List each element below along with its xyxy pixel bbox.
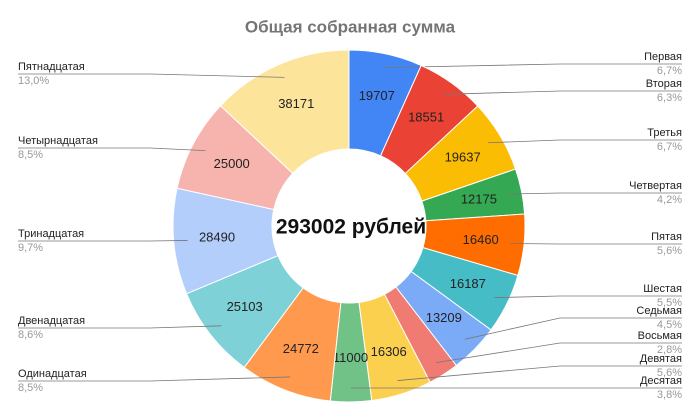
percent-label: 4,5% [657,319,682,331]
leader-line [494,295,682,299]
value-label: 25103 [227,299,263,314]
legend-label: Вторая [646,78,682,90]
percent-label: 5,5% [657,297,682,309]
percent-label: 8,5% [18,149,43,161]
leader-line [18,325,222,329]
percent-label: 13,0% [18,75,49,87]
legend-label: Четырнадцатая [18,135,98,147]
value-label: 18551 [408,110,444,125]
leader-line [18,240,188,242]
leader-line [507,192,682,195]
legend-label: Десятая [640,375,682,387]
legend-label: Четвертая [629,180,682,192]
leader-line [382,63,682,69]
value-label: 16306 [371,344,407,359]
legend-label: Двенадцатая [18,315,85,327]
legend-label: Восьмая [638,330,682,342]
leader-line [18,73,285,78]
leader-line [397,365,682,381]
value-label: 19637 [445,149,481,164]
value-label: 24772 [283,341,319,356]
value-label: 28490 [199,229,235,244]
chart-title: Общая собранная сумма [245,17,456,36]
leader-line [487,139,682,144]
value-label: 11000 [333,350,368,365]
leader-line [18,147,206,151]
percent-label: 3,8% [657,389,682,401]
value-label: 13209 [426,310,462,325]
percent-label: 5,6% [657,245,682,257]
percent-label: 6,3% [657,92,682,104]
leader-line [464,317,682,340]
legend-label: Пятая [651,231,682,243]
center-label: 293002 рублей [276,216,426,239]
legend-label: Седьмая [636,305,682,317]
legend-label: Тринадцатая [18,228,84,240]
percent-label: 4,2% [657,194,682,206]
leader-line [18,376,291,382]
value-label: 16460 [463,232,499,247]
value-label: 38171 [278,96,314,111]
percent-label: 2,8% [657,344,682,356]
percent-label: 6,7% [657,65,682,77]
leader-line [435,342,682,364]
percent-label: 6,7% [657,141,682,153]
legend-label: Девятая [640,353,682,365]
value-label: 19707 [359,88,395,103]
legend-label: Одинадцатая [18,368,87,380]
value-label: 12175 [461,191,497,206]
percent-label: 5,6% [657,367,682,379]
value-label: 16187 [450,276,486,291]
percent-label: 9,7% [18,242,43,254]
leader-line [443,90,682,95]
value-label: 25000 [214,156,250,171]
legend-label: Шестая [643,283,682,295]
slice [219,49,350,175]
legend-label: Третья [647,127,682,139]
percent-label: 8,5% [18,382,43,394]
legend-label: Первая [644,51,682,63]
percent-label: 8,6% [18,329,43,341]
legend-label: Пятнадцатая [18,61,85,73]
